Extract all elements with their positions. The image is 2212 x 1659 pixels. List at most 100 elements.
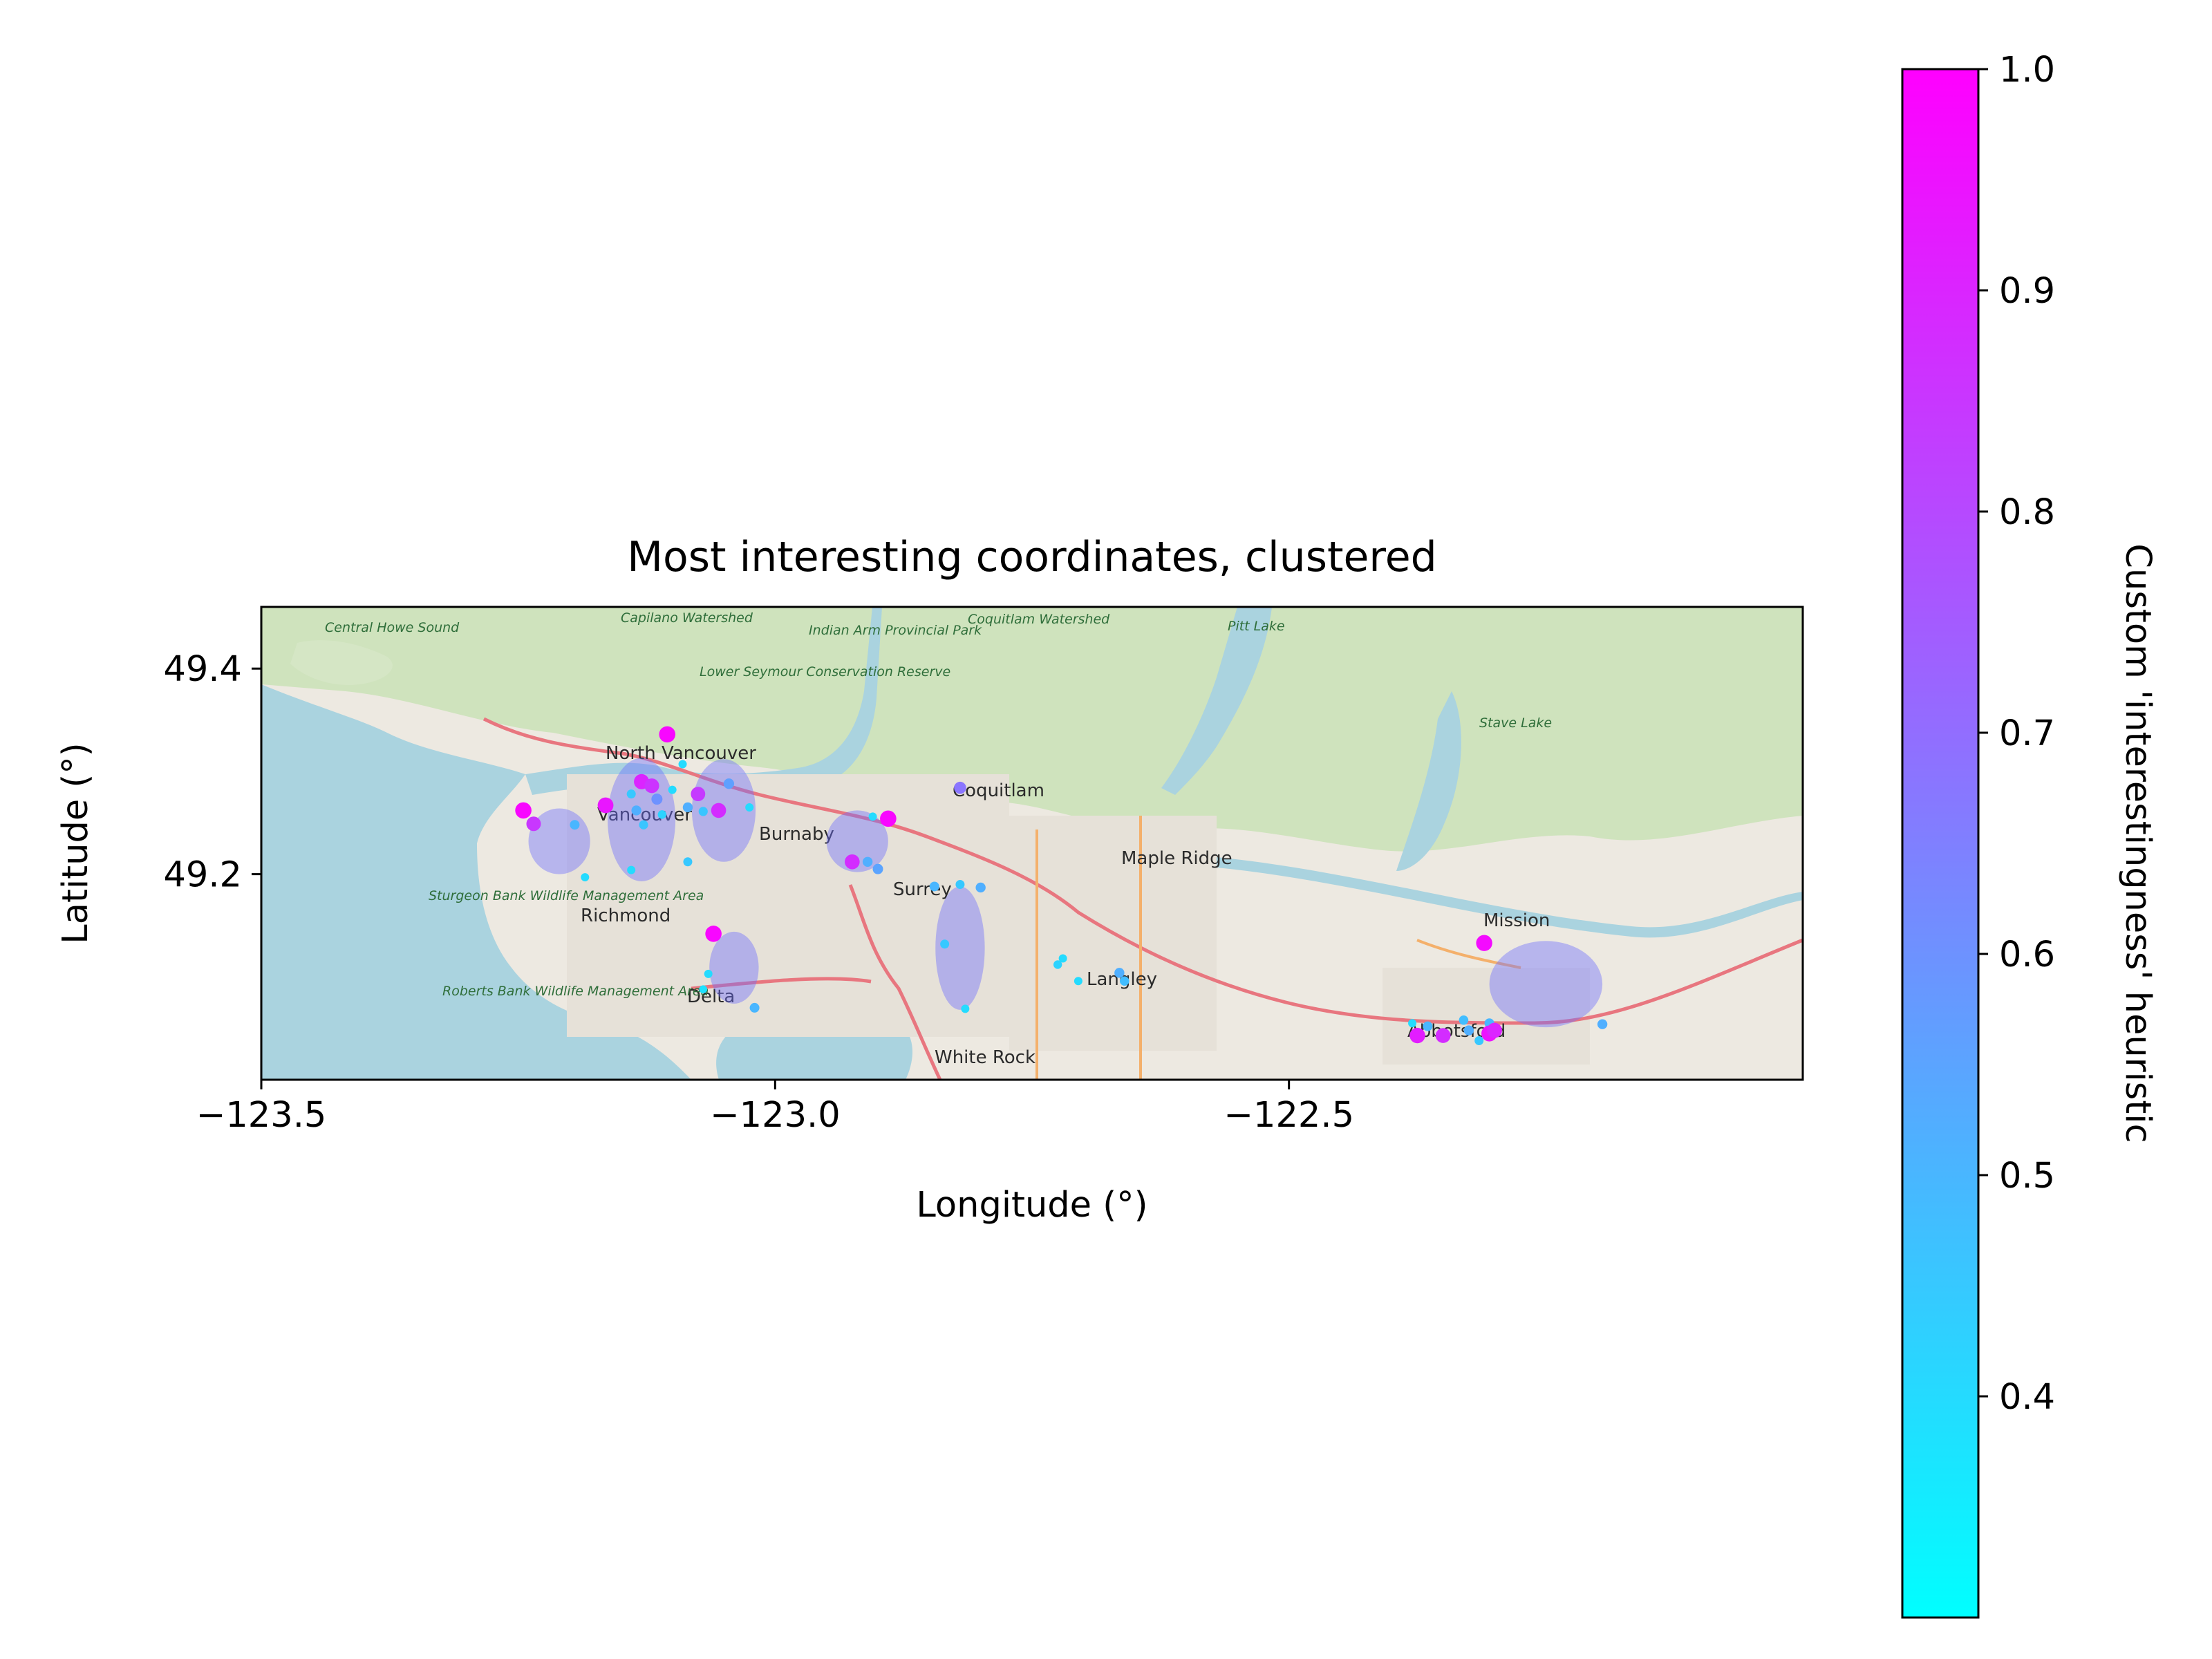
x-tick-label: −123.0 <box>710 1095 841 1136</box>
data-point <box>526 816 541 832</box>
data-point <box>1074 977 1082 986</box>
map-label-coquitlam: Coquitlam <box>953 780 1044 801</box>
colorbar <box>1901 68 1980 1619</box>
plot-frame <box>260 606 1804 1081</box>
data-point <box>597 797 614 814</box>
map-label-coquitlam-watershed: Coquitlam Watershed <box>968 612 1110 627</box>
burrard-inlet <box>525 607 882 795</box>
data-point <box>581 873 590 882</box>
data-point <box>683 857 693 867</box>
data-point <box>1476 935 1492 951</box>
map-label-white-rock: White Rock <box>935 1047 1035 1068</box>
colorbar-tick-label: 0.8 <box>1999 492 2055 533</box>
forest-area <box>261 607 1803 852</box>
data-point <box>631 805 641 816</box>
data-point <box>657 810 666 819</box>
data-point <box>1114 968 1125 978</box>
data-point <box>929 881 939 892</box>
map-label-burnaby: Burnaby <box>759 824 834 845</box>
map-label-mission: Mission <box>1483 910 1550 931</box>
data-point <box>845 854 860 870</box>
map-label-north-vancouver: North Vancouver <box>606 743 756 764</box>
data-point <box>1423 1021 1433 1031</box>
data-point <box>682 802 693 813</box>
data-point <box>940 939 950 949</box>
data-point <box>1463 1025 1474 1035</box>
data-point <box>691 787 706 802</box>
colorbar-tick-label: 0.7 <box>1999 713 2055 754</box>
data-point <box>704 969 713 978</box>
data-point <box>705 926 722 942</box>
y-axis: 49.2 49.4 <box>163 649 261 896</box>
colorbar-tick-label: 0.6 <box>1999 935 2055 975</box>
data-point <box>626 789 636 799</box>
y-tick-label: 49.4 <box>163 649 242 690</box>
data-point <box>954 781 966 794</box>
cluster-ellipse <box>935 886 985 1010</box>
x-axis-label: Longitude (°) <box>916 1185 1147 1226</box>
cluster-ellipse <box>826 810 888 872</box>
data-point <box>955 879 965 889</box>
data-point <box>975 882 986 893</box>
colorbar-tick-label: 0.4 <box>1999 1377 2055 1418</box>
data-point <box>723 778 735 789</box>
map-label-capilano: Capilano Watershed <box>621 610 753 626</box>
map-label-pitt-lake: Pitt Lake <box>1228 619 1285 634</box>
data-point <box>1474 1035 1484 1045</box>
map-label-maple-ridge: Maple Ridge <box>1121 848 1232 869</box>
data-point <box>711 803 727 818</box>
data-point <box>659 726 676 743</box>
map-label-roberts-bank: Roberts Bank Wildlife Management Area <box>442 984 709 999</box>
data-point <box>1409 1027 1425 1044</box>
pitt-lake <box>1161 607 1272 795</box>
road-line <box>1416 939 1521 969</box>
data-point <box>961 1004 970 1013</box>
y-tick-label: 49.2 <box>163 855 242 896</box>
map-label-delta: Delta <box>687 986 735 1007</box>
map-label-richmond: Richmond <box>581 906 671 926</box>
data-point <box>668 785 677 794</box>
colorbar-axis: 0.4 0.5 0.6 0.7 0.8 0.9 1.0 <box>1978 50 2055 1418</box>
cluster-ellipse <box>608 758 676 882</box>
chart-title: Most interesting coordinates, clustered <box>627 533 1437 581</box>
map-label-howe-sound: Central Howe Sound <box>325 620 460 635</box>
highway-line <box>848 884 942 1080</box>
cluster-ellipse <box>1489 941 1603 1028</box>
cluster-layer <box>528 758 1603 1028</box>
island <box>290 640 393 685</box>
data-point <box>1408 1019 1417 1028</box>
data-point <box>880 810 897 827</box>
map-label-stave-lake: Stave Lake <box>1479 715 1552 731</box>
y-axis-label: Latitude (°) <box>55 742 96 944</box>
stave-lake <box>1396 691 1461 871</box>
data-point <box>627 865 636 874</box>
map-label-surrey: Surrey <box>893 879 952 900</box>
map-label-indian-arm: Indian Arm Provincial Park <box>809 623 982 638</box>
colorbar-tick-label: 0.9 <box>1999 271 2055 312</box>
map-label-seymour: Lower Seymour Conservation Reserve <box>700 664 950 679</box>
map-label-sturgeon-bank: Sturgeon Bank Wildlife Management Area <box>429 888 704 903</box>
strait-water <box>261 684 691 1080</box>
urban-area <box>567 774 1009 1037</box>
data-point <box>651 794 663 805</box>
data-point <box>872 863 883 874</box>
data-point <box>868 812 877 821</box>
data-point <box>1459 1015 1469 1025</box>
point-layer <box>515 726 1608 1045</box>
data-point <box>644 778 659 794</box>
colorbar-label: Custom 'interestingness' heuristic <box>2117 543 2158 1143</box>
data-point <box>1435 1028 1451 1043</box>
data-point <box>699 985 708 993</box>
data-point <box>1053 960 1062 969</box>
x-tick-label: −123.5 <box>196 1095 327 1136</box>
data-point <box>1597 1019 1608 1029</box>
x-tick-label: −122.5 <box>1224 1095 1354 1136</box>
highway-line <box>482 717 1803 1025</box>
colorbar-tick-label: 1.0 <box>1999 50 2055 91</box>
x-axis: −123.5 −123.0 −122.5 <box>196 1080 1354 1136</box>
data-point <box>678 760 687 769</box>
highway-line <box>691 977 872 991</box>
data-point <box>1487 1022 1502 1038</box>
data-point <box>1120 976 1130 986</box>
